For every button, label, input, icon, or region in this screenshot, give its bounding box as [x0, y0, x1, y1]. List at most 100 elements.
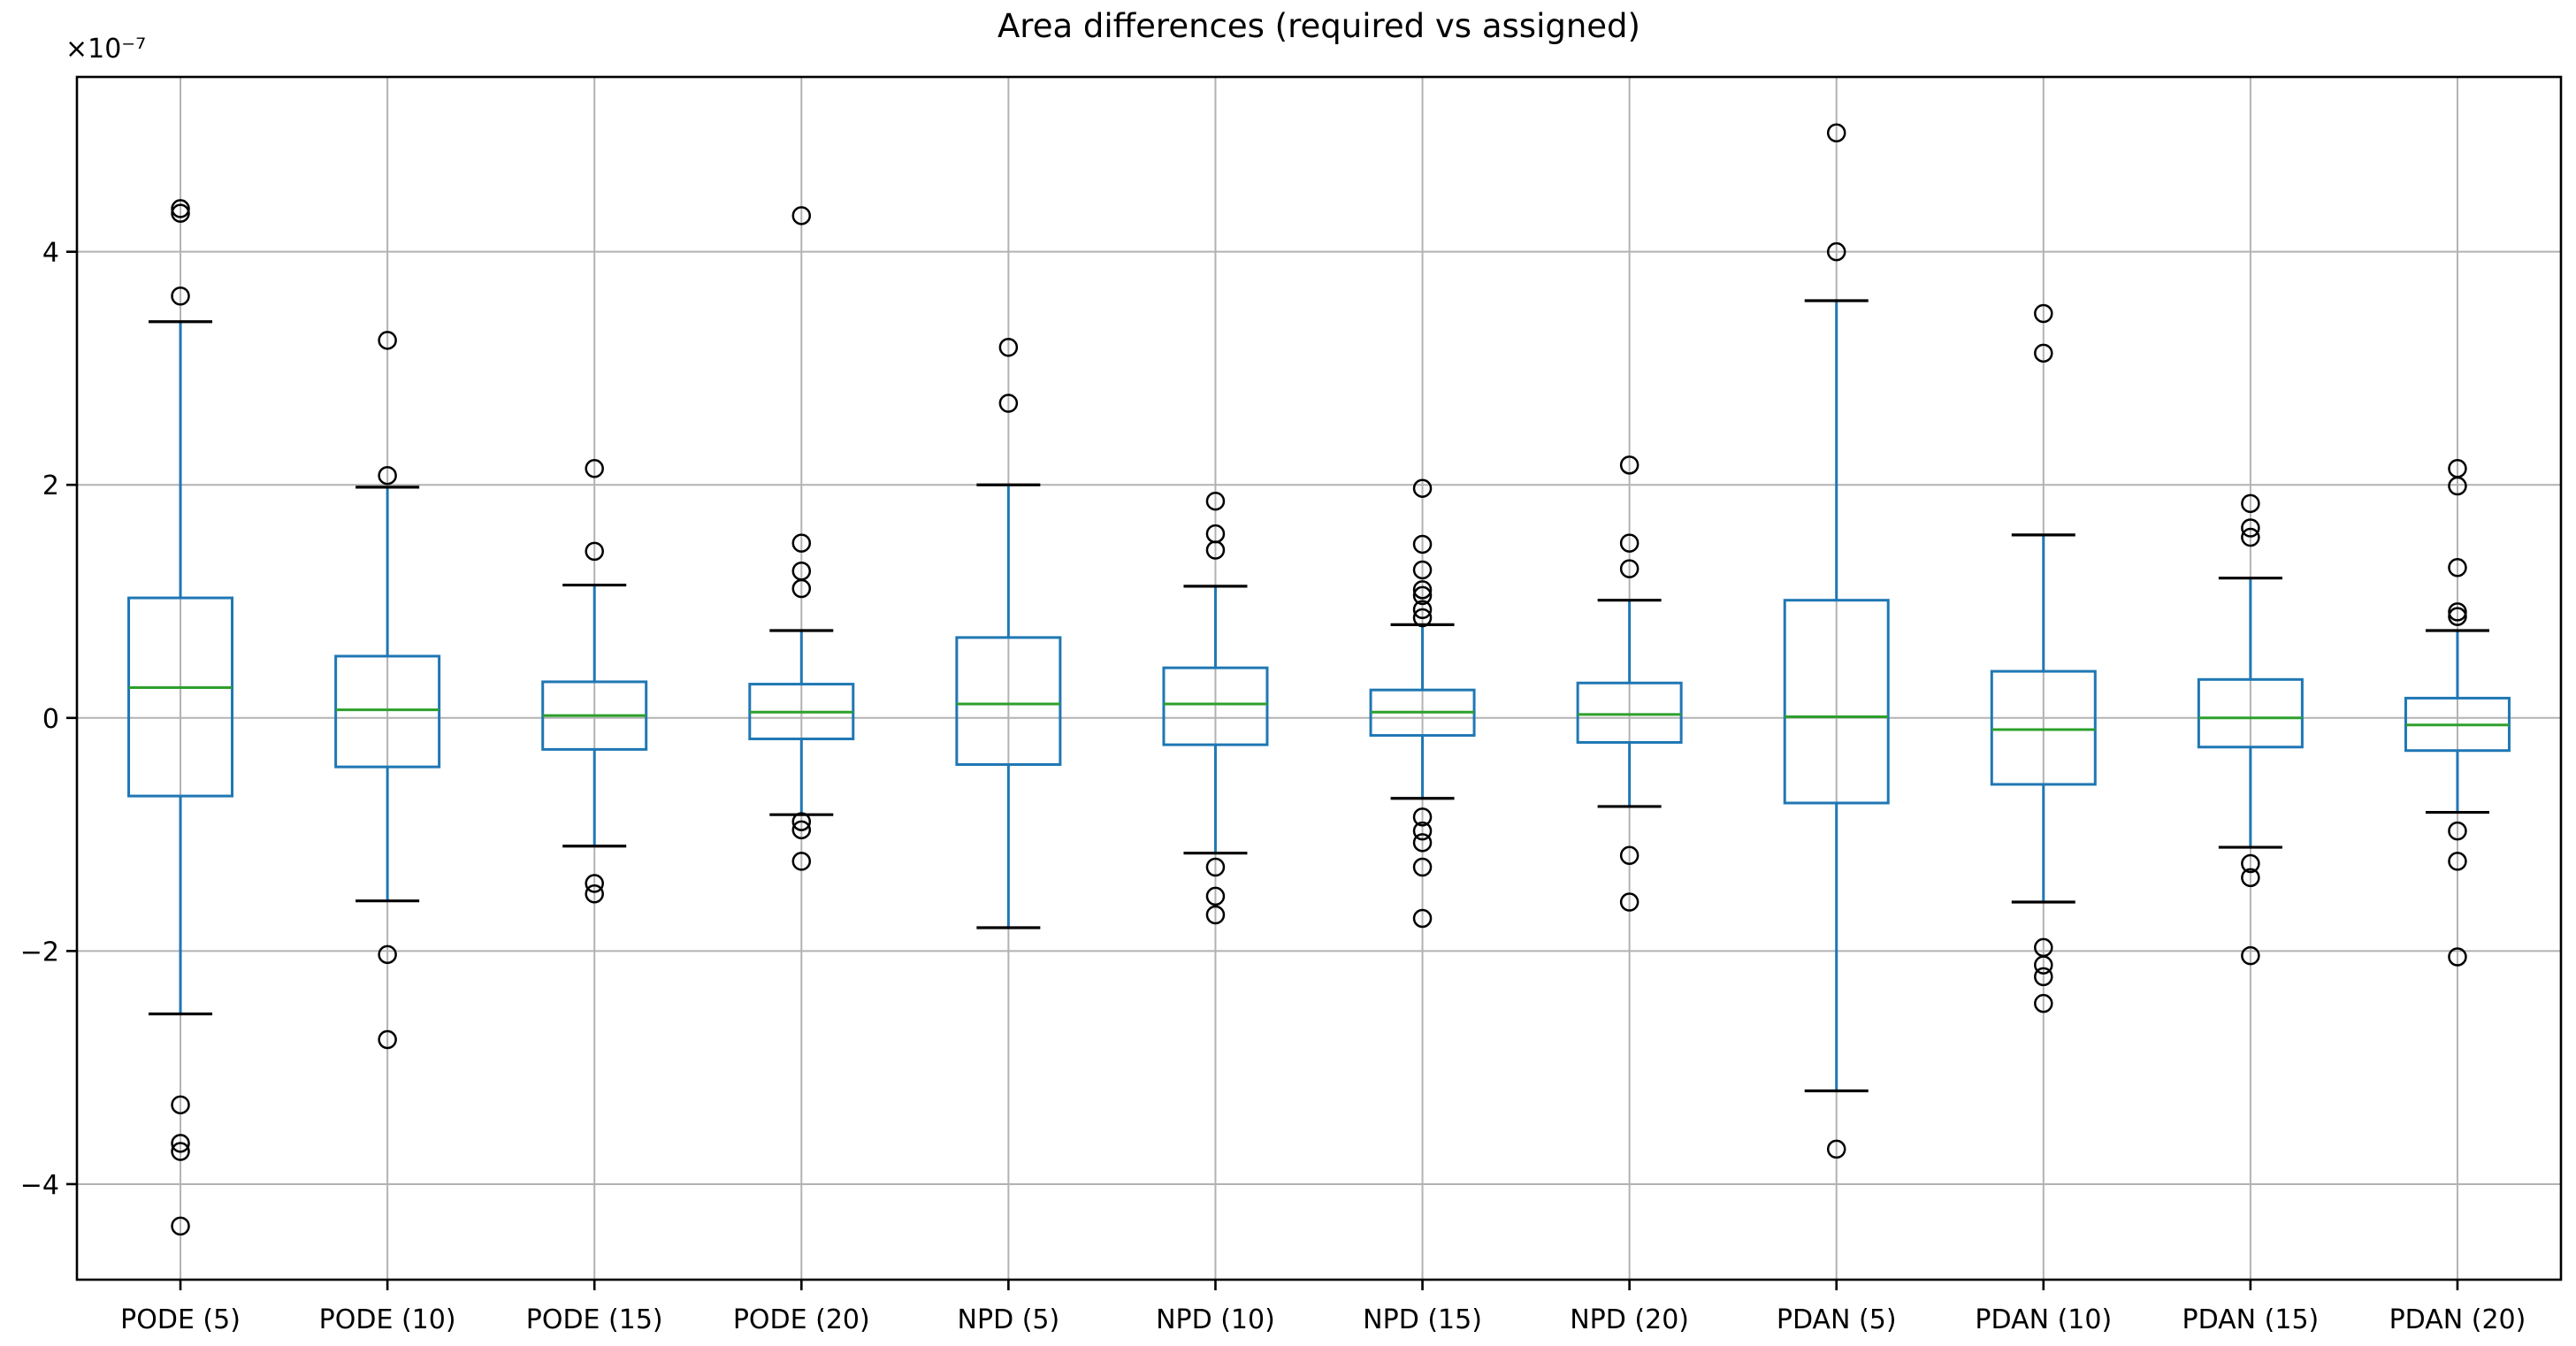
box-PDAN-(20) [2404, 459, 2511, 967]
flier-point [1412, 857, 1433, 877]
flier-point [1205, 540, 1226, 560]
box-PDAN-(10) [1990, 303, 2097, 1013]
x-tick-label: PDAN (5) [1777, 1304, 1897, 1335]
iqr-box [127, 596, 234, 798]
flier-point [1205, 905, 1226, 925]
x-tick-label: PDAN (15) [2182, 1304, 2320, 1335]
flier-point [2241, 493, 2260, 514]
flier-point [1412, 600, 1433, 619]
y-tick-label: 2 [42, 470, 59, 501]
flier-point [1412, 833, 1433, 853]
flier-point [791, 820, 812, 840]
flier-point [1826, 123, 1846, 143]
flier-point [1412, 608, 1433, 628]
x-tick-label: NPD (15) [1363, 1304, 1482, 1335]
flier-point [1205, 857, 1226, 877]
box-PODE-(10) [334, 331, 441, 1050]
flier-point [171, 1216, 190, 1236]
flier-point [171, 199, 190, 218]
flier-point [1412, 560, 1433, 580]
flier-point [2448, 852, 2467, 871]
x-tick-label: NPD (5) [958, 1304, 1060, 1335]
flier-point [998, 337, 1019, 357]
iqr-box [334, 654, 441, 769]
y-tick-label: 4 [42, 238, 59, 269]
flier-point [1412, 585, 1433, 606]
flier-point [1619, 559, 1640, 578]
flier-point [2241, 527, 2260, 547]
x-tick-label: PODE (15) [526, 1304, 663, 1335]
flier-point [2034, 343, 2053, 363]
y-tick-label: −4 [20, 1170, 59, 1201]
y-axis-offset-label: ×10⁻⁷ [65, 34, 147, 65]
flier-point [791, 812, 812, 831]
iqr-box [1162, 666, 1269, 746]
flier-point [1826, 241, 1846, 262]
flier-point [585, 541, 604, 562]
box-PODE-(5) [127, 199, 234, 1236]
flier-point [171, 1134, 190, 1153]
flier-point [171, 203, 190, 223]
iqr-box [2197, 677, 2304, 749]
y-tick-label: −2 [20, 937, 59, 967]
flier-point [171, 287, 190, 306]
flier-point [998, 394, 1019, 413]
x-tick-label: NPD (10) [1156, 1304, 1275, 1335]
flier-point [2241, 868, 2260, 888]
flier-point [1412, 478, 1433, 498]
flier-point [2448, 947, 2467, 967]
flier-point [2448, 602, 2467, 622]
x-tick-label: PODE (5) [120, 1304, 241, 1335]
box-NPD-(5) [955, 337, 1062, 929]
flier-point [791, 206, 812, 226]
x-tick-label: PDAN (10) [1975, 1304, 2112, 1335]
x-tick-label: NPD (20) [1570, 1304, 1689, 1335]
flier-point [1412, 580, 1433, 600]
flier-point [2448, 607, 2467, 626]
flier-point [378, 1029, 397, 1050]
gridlines [77, 77, 2561, 1280]
y-tick-label: 0 [42, 704, 59, 735]
flier-point [1619, 533, 1640, 553]
iqr-box [955, 636, 1062, 767]
flier-point [2034, 993, 2053, 1013]
x-tick-label: PODE (10) [319, 1304, 456, 1335]
plot-border [75, 75, 2563, 1281]
y-axis: −4 −2 0 2 4 [20, 238, 77, 1201]
box-PODE-(20) [748, 206, 855, 871]
flier-point [1412, 821, 1433, 841]
box-NPD-(15) [1369, 478, 1476, 929]
flier-point [378, 944, 397, 965]
flier-point [1205, 886, 1226, 906]
flier-point [1412, 807, 1433, 827]
flier-point [2448, 558, 2467, 577]
flier-point [2034, 303, 2053, 324]
flier-point [1412, 534, 1433, 554]
flier-point [2241, 518, 2260, 538]
flier-point [171, 1095, 190, 1115]
box-NPD-(10) [1162, 491, 1269, 925]
box-NPD-(20) [1576, 455, 1683, 912]
x-tick-label: PODE (20) [733, 1304, 870, 1335]
flier-point [585, 874, 604, 893]
flier-point [1619, 892, 1640, 912]
flier-point [585, 459, 604, 478]
box-PDAN-(15) [2197, 493, 2304, 966]
flier-point [2448, 476, 2467, 496]
box-PDAN-(5) [1783, 123, 1890, 1159]
iqr-box [1783, 599, 1890, 805]
iqr-box [1990, 669, 2097, 786]
flier-point [2448, 821, 2467, 841]
flier-point [791, 852, 812, 871]
flier-point [585, 884, 604, 904]
x-axis: PODE (5) PODE (10) PODE (15) PODE (20) NPD (… [120, 1280, 2526, 1335]
flier-point [1619, 845, 1640, 866]
flier-point [2034, 967, 2053, 987]
flier-point [378, 465, 397, 486]
flier-point [2034, 955, 2053, 975]
flier-point [791, 533, 812, 553]
box-PODE-(15) [541, 459, 648, 904]
flier-point [1619, 455, 1640, 475]
flier-point [791, 578, 812, 599]
